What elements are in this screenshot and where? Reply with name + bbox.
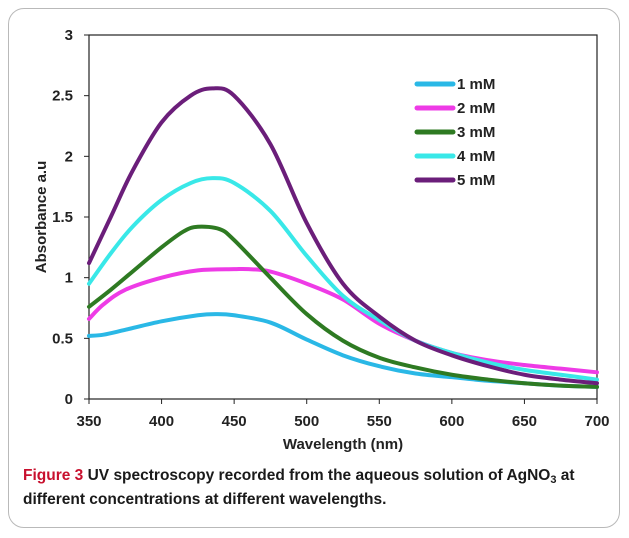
y-axis-title: Absorbance a.u bbox=[33, 161, 50, 274]
series-line-4 bbox=[89, 178, 597, 379]
legend-label: 2 mM bbox=[457, 100, 495, 117]
y-tick-label: 3 bbox=[65, 27, 73, 44]
x-tick-label: 400 bbox=[149, 413, 174, 430]
x-tick-label: 350 bbox=[76, 413, 101, 430]
plot-area-border bbox=[89, 35, 597, 399]
x-axis-title: Wavelength (nm) bbox=[283, 436, 403, 453]
x-tick-label: 550 bbox=[367, 413, 392, 430]
uv-absorbance-chart: 350 400 450 500 550 600 650 700 0 0.5 1 1.5 2 2.5 3 1 … bbox=[0, 0, 629, 460]
x-tick-label: 500 bbox=[294, 413, 319, 430]
x-tick-label: 450 bbox=[222, 413, 247, 430]
figure-caption: Figure 3 UV spectroscopy recorded from t… bbox=[23, 464, 613, 512]
legend-label: 4 mM bbox=[457, 148, 495, 165]
caption-label: Figure 3 bbox=[23, 467, 83, 484]
caption-text: UV spectroscopy recorded from the aqueou… bbox=[23, 467, 575, 508]
y-tick-label: 0.5 bbox=[52, 330, 73, 347]
legend-label: 1 mM bbox=[457, 76, 495, 93]
caption-text-part1: UV spectroscopy recorded from the aqueou… bbox=[83, 467, 550, 484]
y-tick-label: 2.5 bbox=[52, 88, 73, 105]
chart-legend: 1 mM 2 mM 3 mM 4 mM 5 mM bbox=[417, 76, 495, 189]
legend-label: 3 mM bbox=[457, 124, 495, 141]
y-tick-label: 2 bbox=[65, 148, 73, 165]
x-tick-label: 600 bbox=[439, 413, 464, 430]
y-tick-label: 1.5 bbox=[52, 209, 73, 226]
y-tick-label: 0 bbox=[65, 391, 73, 408]
chart-series bbox=[89, 88, 597, 387]
x-tick-label: 650 bbox=[512, 413, 537, 430]
y-tick-label: 1 bbox=[65, 270, 73, 287]
legend-label: 5 mM bbox=[457, 172, 495, 189]
x-tick-label: 700 bbox=[584, 413, 609, 430]
